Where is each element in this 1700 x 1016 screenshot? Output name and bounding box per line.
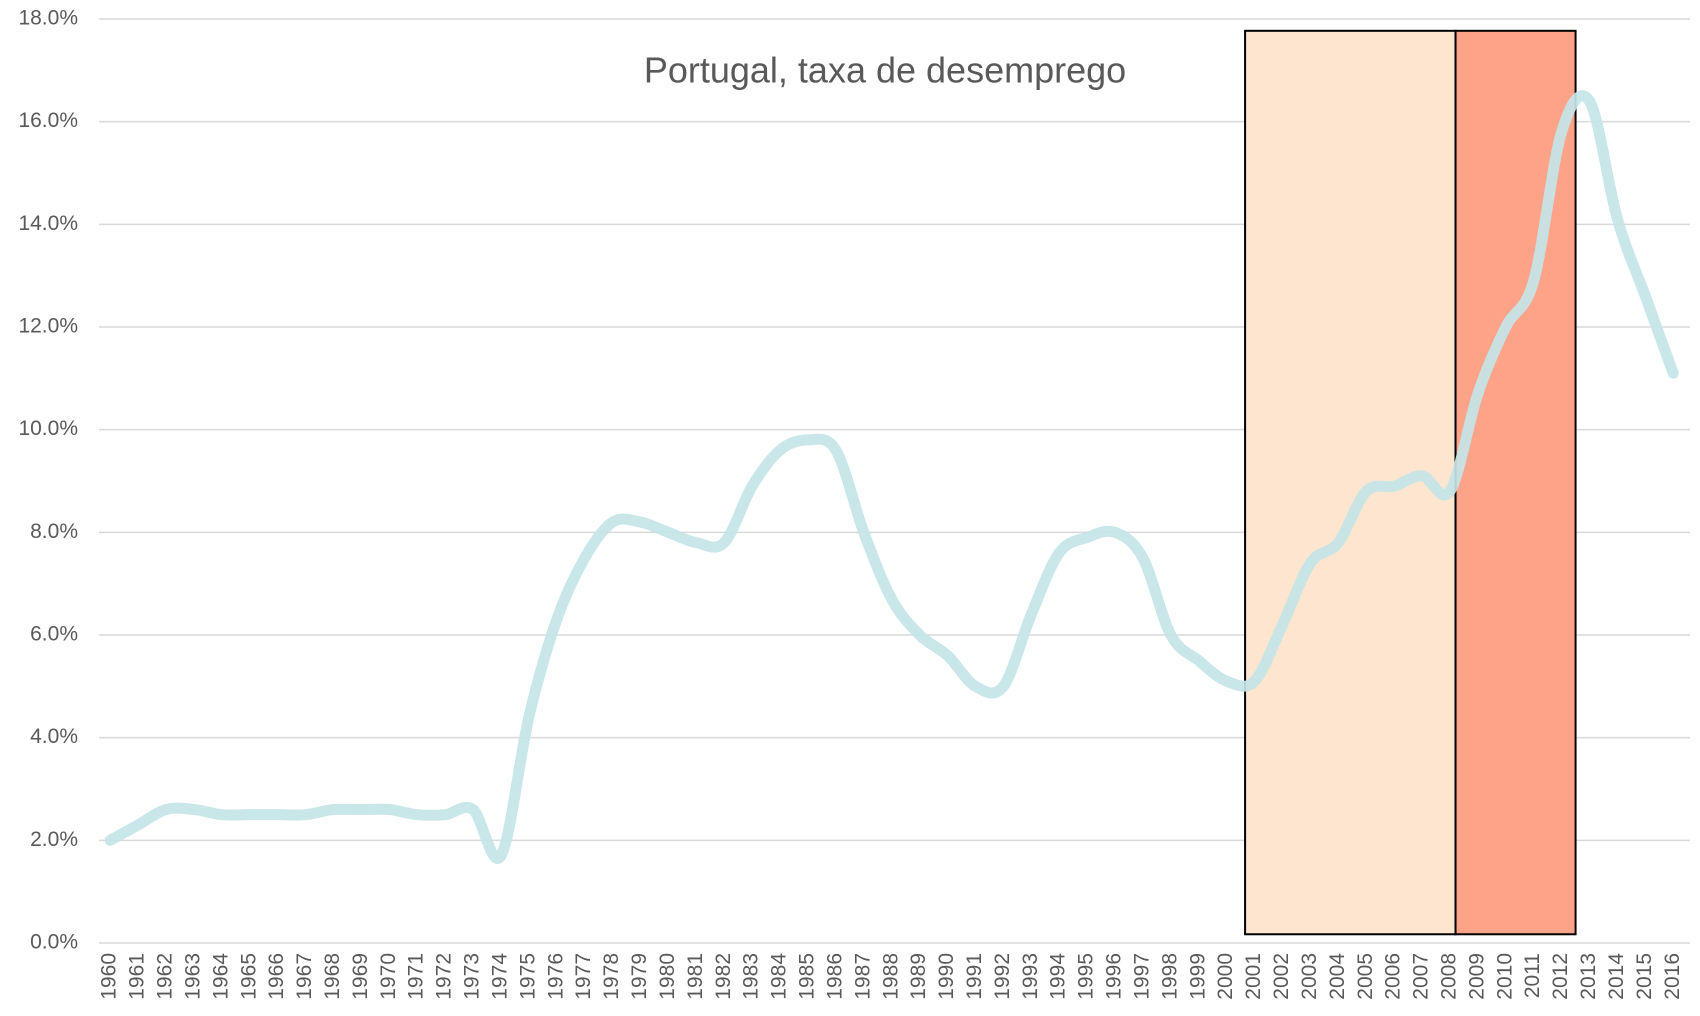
x-tick-label: 1982 bbox=[712, 953, 735, 1000]
x-tick-label: 2005 bbox=[1354, 953, 1377, 1000]
x-tick-label: 1992 bbox=[991, 953, 1014, 1000]
x-tick-label: 1993 bbox=[1019, 953, 1042, 1000]
x-tick-label: 1998 bbox=[1158, 953, 1181, 1000]
highlight-band bbox=[1244, 29, 1457, 936]
chart-title: Portugal, taxa de desemprego bbox=[644, 50, 1126, 91]
x-tick-label: 2002 bbox=[1270, 953, 1293, 1000]
y-tick-label: 8.0% bbox=[30, 520, 78, 543]
x-tick-label: 1967 bbox=[293, 953, 316, 1000]
x-tick-label: 2008 bbox=[1438, 953, 1461, 1000]
x-tick-label: 2001 bbox=[1242, 953, 1265, 1000]
x-tick-label: 1973 bbox=[461, 953, 484, 1000]
x-tick-label: 1985 bbox=[796, 953, 819, 1000]
x-tick-label: 2012 bbox=[1549, 953, 1572, 1000]
x-tick-label: 1976 bbox=[544, 953, 567, 1000]
x-tick-label: 2011 bbox=[1521, 953, 1544, 998]
x-tick-label: 1960 bbox=[98, 953, 121, 1000]
x-tick-label: 1996 bbox=[1103, 953, 1126, 1000]
x-tick-label: 1968 bbox=[321, 953, 344, 1000]
x-tick-label: 2015 bbox=[1633, 953, 1656, 1000]
y-tick-label: 2.0% bbox=[30, 828, 78, 851]
x-tick-label: 2016 bbox=[1661, 953, 1684, 1000]
x-tick-label: 2004 bbox=[1326, 953, 1349, 1000]
x-tick-label: 1965 bbox=[237, 953, 260, 1000]
y-tick-label: 14.0% bbox=[18, 212, 78, 235]
x-tick-label: 1971 bbox=[405, 953, 428, 1000]
y-tick-label: 16.0% bbox=[18, 109, 78, 132]
x-tick-label: 2003 bbox=[1298, 953, 1321, 1000]
y-tick-label: 18.0% bbox=[18, 7, 78, 30]
x-tick-label: 2010 bbox=[1493, 953, 1516, 1000]
x-tick-label: 1995 bbox=[1075, 953, 1098, 1000]
x-tick-label: 1979 bbox=[628, 953, 651, 1000]
x-tick-label: 1994 bbox=[1047, 953, 1070, 1000]
x-tick-label: 1977 bbox=[572, 953, 595, 1000]
x-tick-label: 1962 bbox=[154, 953, 177, 1000]
x-tick-label: 1970 bbox=[377, 953, 400, 1000]
x-tick-label: 1983 bbox=[740, 953, 763, 1000]
x-tick-label: 2009 bbox=[1465, 953, 1488, 1000]
x-tick-label: 1964 bbox=[209, 953, 232, 1000]
x-tick-label: 1978 bbox=[600, 953, 623, 1000]
x-tick-label: 1975 bbox=[516, 953, 539, 1000]
x-tick-label: 1961 bbox=[126, 953, 149, 1000]
x-tick-label: 1963 bbox=[181, 953, 204, 1000]
x-tick-label: 1966 bbox=[265, 953, 288, 1000]
y-tick-label: 0.0% bbox=[30, 931, 78, 954]
x-tick-label: 1980 bbox=[656, 953, 679, 1000]
x-tick-label: 2014 bbox=[1605, 953, 1628, 1000]
x-tick-label: 1987 bbox=[851, 953, 874, 1000]
x-tick-label: 1990 bbox=[935, 953, 958, 1000]
x-tick-label: 1974 bbox=[488, 953, 511, 1000]
x-tick-label: 1981 bbox=[684, 953, 707, 1000]
y-tick-label: 6.0% bbox=[30, 623, 78, 646]
x-tick-label: 2013 bbox=[1577, 953, 1600, 1000]
x-tick-label: 2006 bbox=[1382, 953, 1405, 1000]
y-tick-label: 10.0% bbox=[18, 417, 78, 440]
line-series bbox=[104, 90, 1679, 864]
x-tick-label: 2000 bbox=[1214, 953, 1237, 1000]
x-tick-label: 1997 bbox=[1130, 953, 1153, 1000]
x-tick-label: 1972 bbox=[433, 953, 456, 1000]
x-tick-label: 1989 bbox=[907, 953, 930, 1000]
x-tick-label: 2007 bbox=[1410, 953, 1433, 1000]
x-tick-label: 1991 bbox=[963, 953, 986, 1000]
x-tick-label: 1988 bbox=[879, 953, 902, 1000]
x-tick-label: 1984 bbox=[768, 953, 791, 1000]
x-tick-label: 1969 bbox=[349, 953, 372, 1000]
y-tick-label: 4.0% bbox=[30, 725, 78, 748]
x-tick-label: 1986 bbox=[823, 953, 846, 1000]
x-tick-label: 1999 bbox=[1186, 953, 1209, 1000]
y-tick-label: 12.0% bbox=[18, 315, 78, 338]
